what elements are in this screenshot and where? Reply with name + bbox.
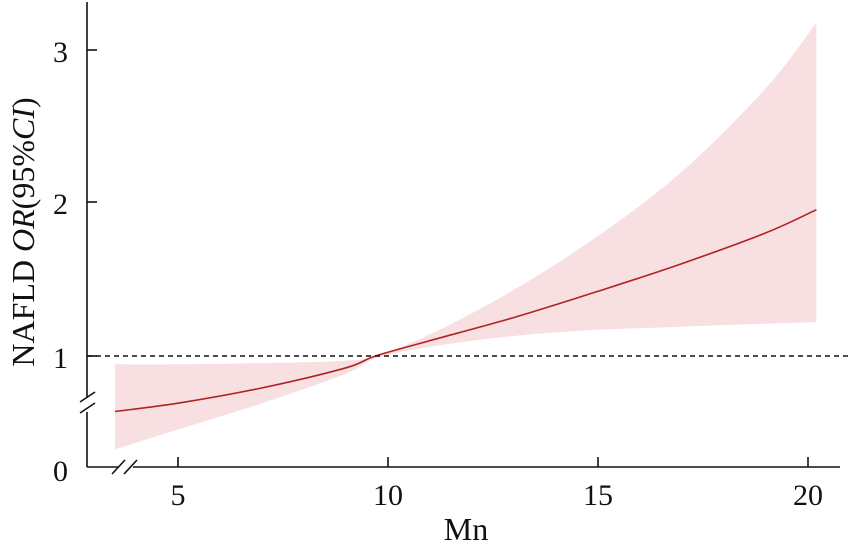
y-axis-break-mark-1 [79, 391, 96, 403]
y-axis-title-prefix: NAFLD [5, 252, 41, 367]
y-axis-title-middle: (95% [5, 140, 41, 209]
y-axis-break-mark-2 [79, 402, 96, 414]
x-tick-label-20: 20 [793, 479, 823, 512]
y-tick-label-2: 2 [53, 188, 68, 221]
x-axis-break-mark-2 [123, 459, 138, 475]
y-axis-title-or: OR [5, 209, 41, 252]
x-axis-break-mark-1 [111, 459, 126, 475]
x-tick-label-10: 10 [373, 479, 403, 512]
x-axis-title: Mn [444, 511, 488, 547]
y-tick-label-3: 3 [53, 36, 68, 69]
y-tick-label-1: 1 [53, 342, 68, 375]
y-axis-title-ci: CI [5, 107, 41, 140]
y-tick-label-0: 0 [53, 455, 68, 488]
confidence-band [115, 22, 817, 450]
x-tick-label-5: 5 [171, 479, 186, 512]
or-curve-line [114, 208, 817, 413]
x-ticks [177, 457, 809, 467]
series-line-layer [114, 208, 817, 413]
y-axis-title: NAFLD OR(95%CI) [5, 97, 41, 366]
x-tick-labels: 5 10 15 20 [171, 479, 824, 512]
x-tick-label-15: 15 [583, 479, 613, 512]
confidence-band-layer [115, 22, 817, 450]
y-axis-title-suffix: ) [5, 97, 41, 108]
